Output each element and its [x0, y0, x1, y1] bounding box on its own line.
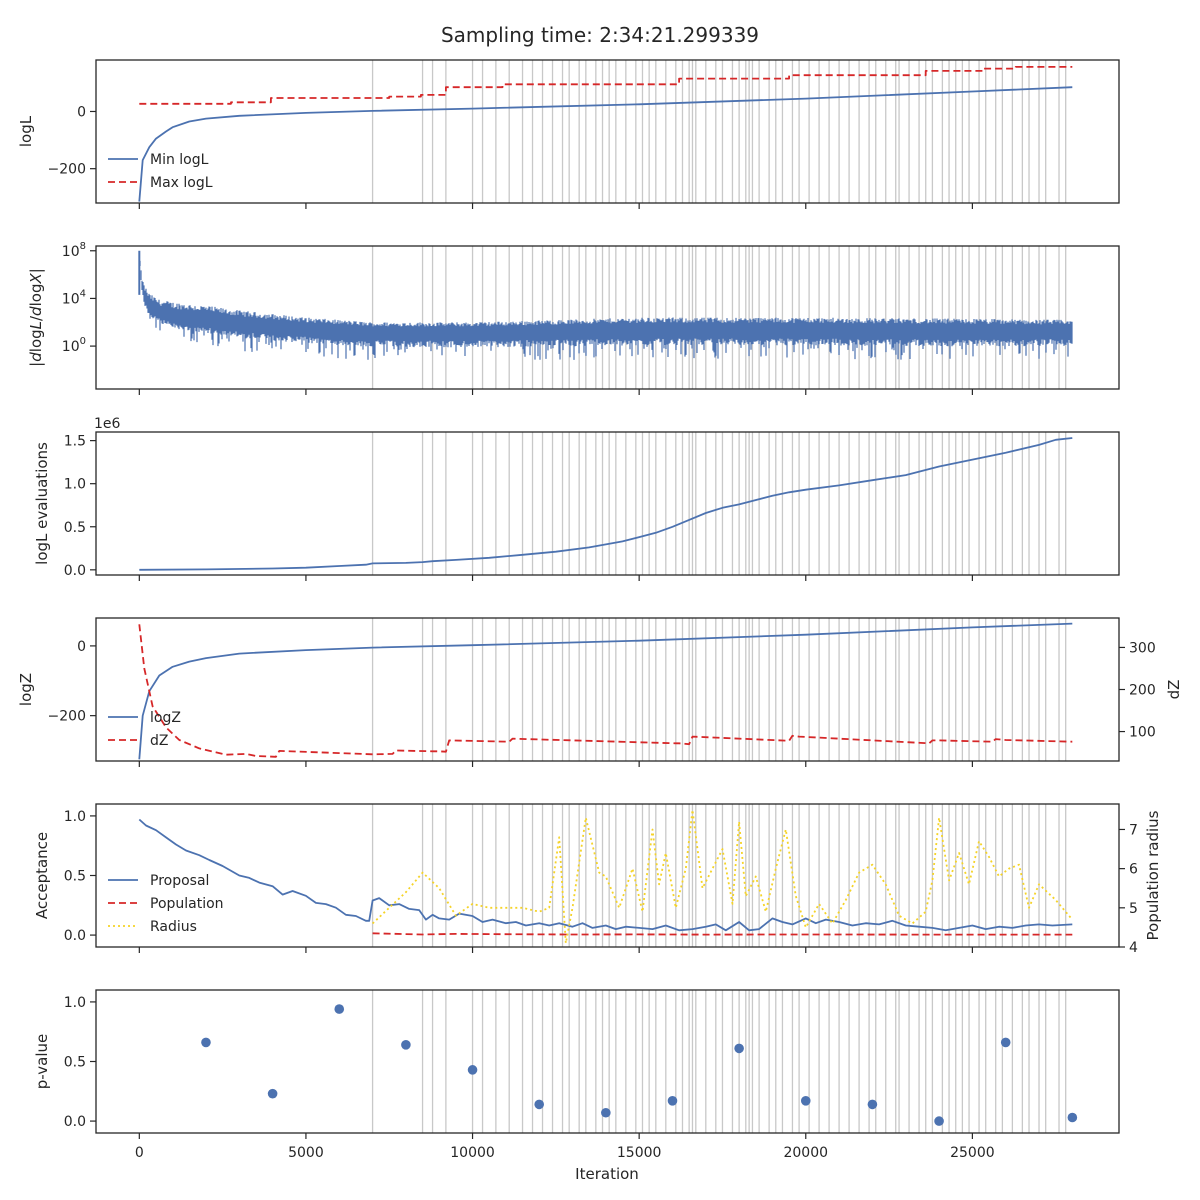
panel-logL: 0 −200 logL Min logL Max logL — [17, 59, 1120, 209]
x-axis-label: Iteration — [575, 1165, 639, 1183]
y2-axis-label: dZ — [1165, 680, 1183, 700]
panel-dlogL: 108 104 100 |dlogL/dlogX| — [27, 241, 1120, 395]
x-tick-label: 25000 — [950, 1145, 995, 1161]
y-tick-label: 1.0 — [64, 477, 86, 493]
y-tick-label: 0 — [77, 639, 86, 655]
y-tick-label: 0.0 — [64, 928, 86, 944]
plot-area — [96, 618, 1119, 761]
panel-evals: 0.0 0.5 1.0 1.5 1e6 logL evaluations — [33, 416, 1120, 581]
data-point — [267, 1088, 278, 1099]
y2-axis-label: Population radius — [1144, 810, 1162, 940]
data-point — [934, 1116, 944, 1126]
x-tick-label: 20000 — [783, 1145, 828, 1161]
y-tick-label: −200 — [48, 162, 86, 178]
axes-frame — [95, 431, 1120, 576]
y-axis-label: p-value — [33, 1034, 51, 1090]
y-tick-label: 104 — [62, 288, 86, 307]
plot-area — [96, 60, 1119, 203]
x-tick-label: 0 — [135, 1145, 144, 1161]
series-line-population — [372, 932, 1073, 936]
data-point — [1067, 1112, 1078, 1123]
y-tick-label: −200 — [48, 709, 86, 725]
x-tick-label: 5000 — [288, 1145, 324, 1161]
y2-tick-label: 4 — [1129, 940, 1138, 956]
y2-tick-label: 5 — [1129, 901, 1138, 917]
series-line-logz — [138, 622, 1073, 760]
data-point — [334, 1004, 345, 1014]
data-point — [534, 1099, 544, 1110]
y-tick-label: 100 — [62, 336, 86, 355]
legend-label: Radius — [150, 919, 197, 935]
y-axis-label: logL evaluations — [33, 442, 51, 565]
y2-tick-label: 200 — [1129, 683, 1156, 699]
legend: logZ dZ — [108, 710, 181, 749]
legend-label: dZ — [150, 733, 168, 749]
data-point — [467, 1065, 478, 1075]
y2-tick-label: 300 — [1129, 640, 1156, 656]
data-point — [1000, 1037, 1011, 1048]
x-tick-label: 15000 — [617, 1145, 662, 1161]
y2-tick-label: 6 — [1129, 862, 1138, 878]
y-tick-label: 0.5 — [64, 869, 86, 885]
data-point — [201, 1037, 211, 1048]
y2-tick-label: 100 — [1129, 725, 1156, 741]
legend: Proposal Population Radius — [108, 873, 224, 935]
y-tick-label: 1.5 — [64, 434, 86, 450]
series-line-radius — [371, 809, 1073, 944]
axes-frame — [95, 59, 1120, 204]
y-tick-label: 0.0 — [64, 1114, 86, 1130]
series-line-proposal — [138, 818, 1073, 932]
data-point — [601, 1107, 611, 1118]
legend-label: logZ — [150, 710, 181, 726]
series-line-max-logl — [139, 66, 1073, 105]
offset-text: 1e6 — [94, 416, 121, 432]
y-axis-label: Acceptance — [33, 832, 51, 919]
panel-acceptance: 0.0 0.5 1.0 4 5 6 7 Acceptance Population radius… — [33, 803, 1162, 956]
legend-label: Proposal — [150, 873, 209, 889]
plot-area — [96, 432, 1119, 575]
series-line-dz — [138, 624, 1073, 758]
y-tick-label: 0.5 — [64, 1055, 86, 1071]
panel-logZ: 0 −200 300 200 100 logZ dZ logZ dZ — [17, 617, 1183, 767]
series-line-min-logl — [138, 86, 1073, 202]
y-tick-label: 0 — [77, 104, 86, 120]
legend-label: Max logL — [150, 175, 213, 191]
data-point — [800, 1096, 811, 1106]
y-axis-label: |dlogL/dlogX| — [27, 268, 45, 367]
data-point — [867, 1099, 878, 1110]
y-tick-label: 108 — [62, 241, 86, 260]
panels: 0 −200 logL Min logL Max logL 108 104 100 |dlogL… — [17, 59, 1183, 1161]
y-tick-label: 1.0 — [64, 995, 86, 1011]
legend-label: Population — [150, 896, 224, 912]
legend-label: Min logL — [150, 152, 209, 168]
y-axis-label: logL — [17, 115, 35, 147]
data-point — [401, 1040, 411, 1050]
legend: Min logL Max logL — [108, 152, 213, 191]
y2-tick-label: 7 — [1129, 822, 1138, 838]
figure-title: Sampling time: 2:34:21.299339 — [441, 23, 759, 47]
panel-pvalue: 0 5000 10000 15000 20000 25000 0.0 0.5 1.0 p-valu… — [33, 989, 1120, 1161]
y-axis-label: logZ — [17, 673, 35, 706]
y-tick-label: 0.5 — [64, 520, 86, 536]
y-tick-label: 1.0 — [64, 809, 86, 825]
data-point — [734, 1043, 744, 1054]
axes-frame — [95, 245, 1120, 390]
y-tick-label: 0.0 — [64, 563, 86, 579]
series-line-main — [139, 437, 1073, 571]
data-point — [667, 1096, 678, 1106]
x-tick-label: 10000 — [450, 1145, 495, 1161]
